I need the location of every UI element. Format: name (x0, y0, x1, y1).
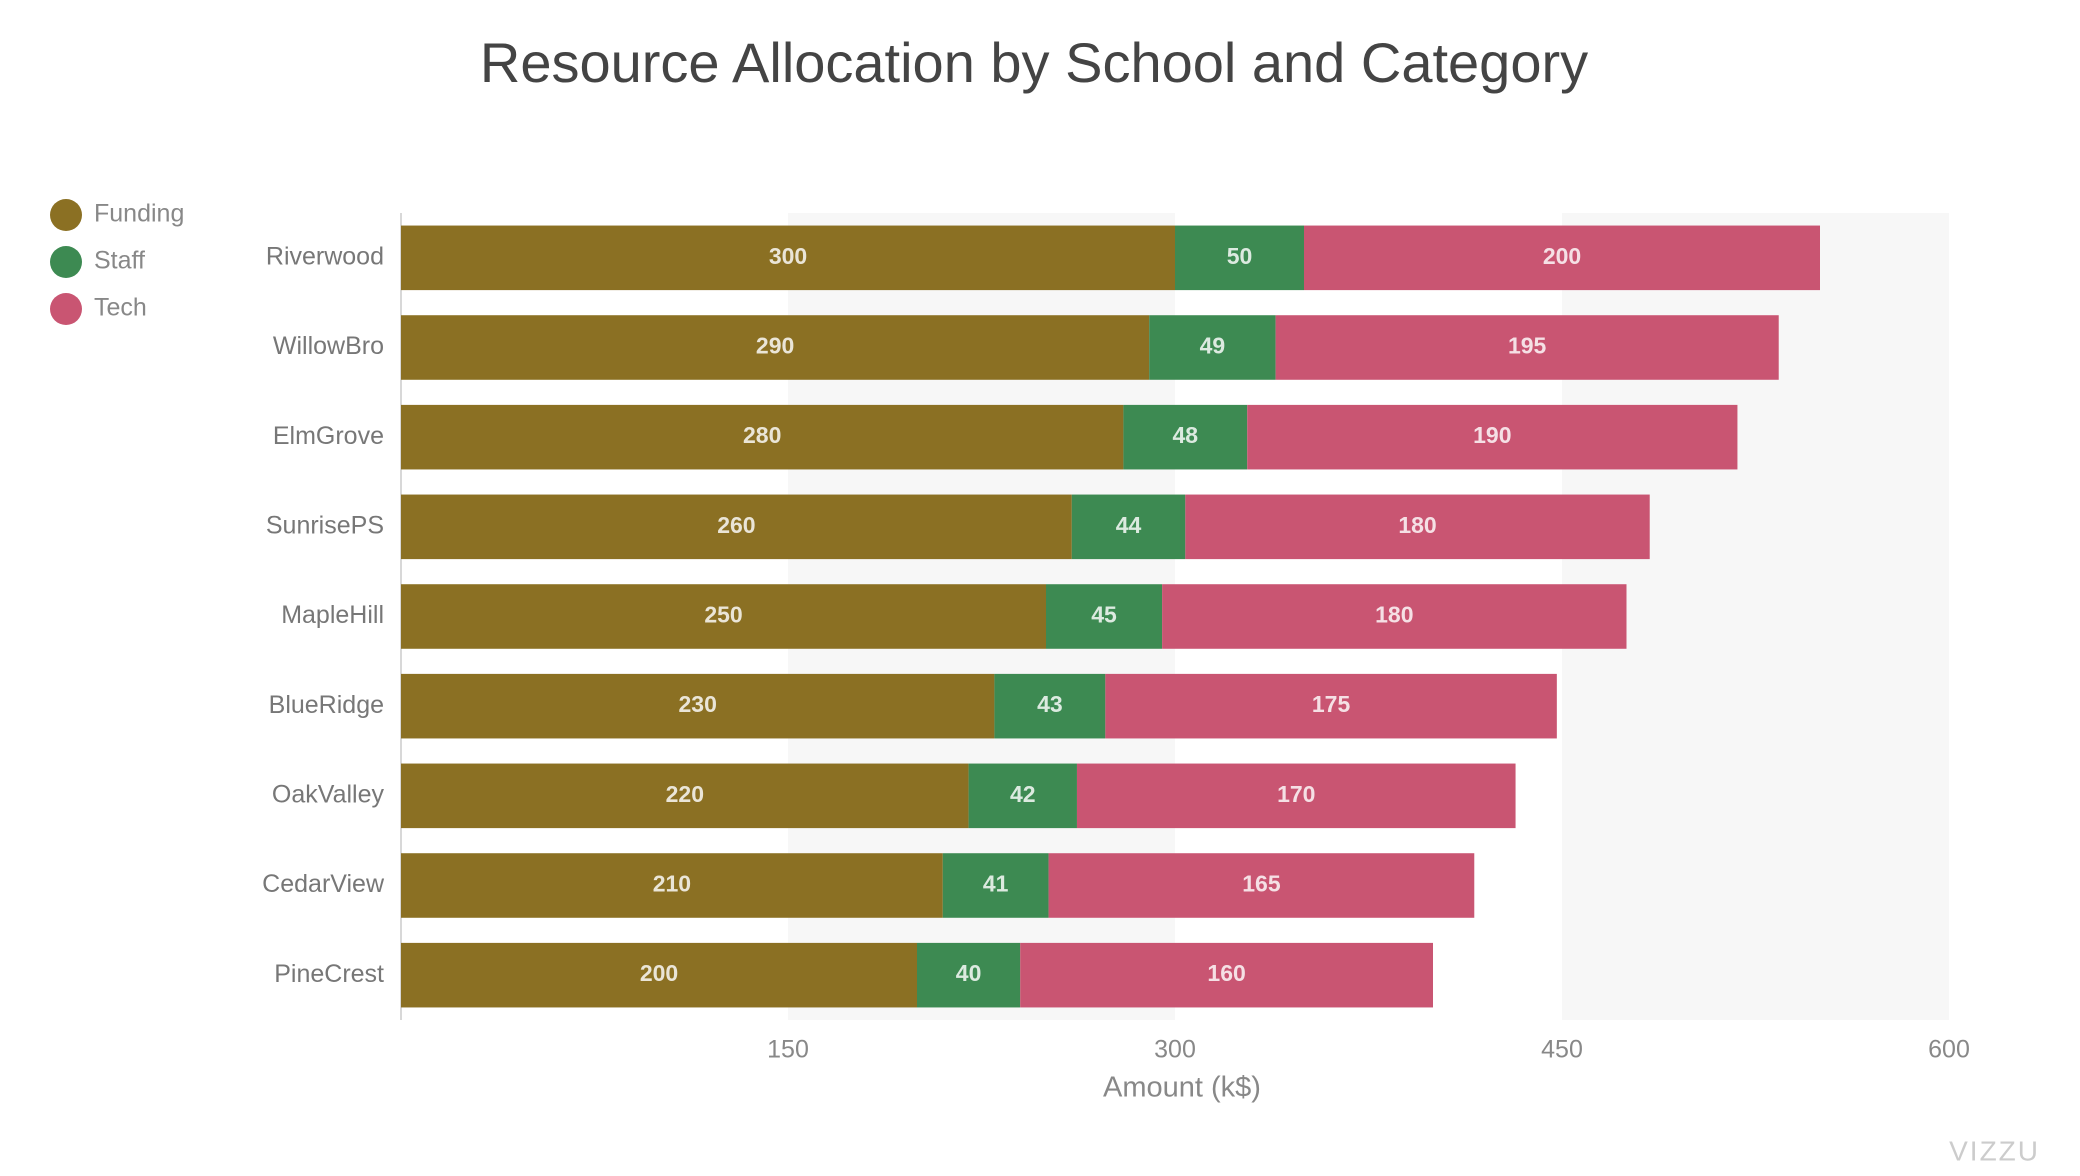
x-axis-label: Amount (k$) (1103, 1072, 1261, 1104)
legend-label: Staff (94, 247, 145, 275)
x-tick-label: 300 (1154, 1036, 1196, 1064)
bar-segment (401, 584, 1046, 649)
legend-label: Tech (94, 294, 147, 322)
data-label: 260 (717, 512, 755, 538)
data-label: 175 (1312, 691, 1351, 717)
y-tick-label: ElmGrove (273, 422, 384, 450)
bar-segment (1046, 584, 1163, 649)
data-label: 200 (640, 960, 678, 986)
bar-segment (994, 673, 1106, 739)
data-label: 300 (769, 243, 807, 269)
bar-segment (401, 763, 969, 829)
data-label: 210 (653, 871, 691, 897)
bar-segment (1304, 225, 1820, 291)
bar-segment (1149, 315, 1276, 380)
data-label: 40 (956, 960, 982, 986)
bar-segment (1105, 673, 1557, 739)
data-label: 230 (679, 691, 717, 717)
y-tick-label: WillowBro (273, 332, 384, 360)
y-tick-label: PineCrest (274, 960, 384, 988)
bar-segment (401, 673, 995, 739)
data-label: 41 (983, 871, 1009, 897)
data-label: 250 (704, 602, 742, 628)
bar-segment (401, 494, 1072, 560)
data-label: 49 (1200, 333, 1226, 359)
legend-marker (50, 246, 82, 278)
bar-segment (1275, 315, 1779, 380)
bar-segment (401, 942, 917, 1008)
data-label: 43 (1037, 691, 1063, 717)
bar-segment (1076, 763, 1516, 829)
data-label: 165 (1242, 871, 1281, 897)
bar-segment (1071, 494, 1186, 560)
bar-segment (942, 853, 1049, 918)
data-label: 195 (1508, 333, 1547, 359)
legend-label: Funding (94, 200, 184, 228)
data-label: 180 (1375, 602, 1413, 628)
y-tick-label: MapleHill (281, 601, 384, 629)
bar-segment (401, 315, 1150, 380)
y-tick-label: Riverwood (266, 242, 384, 270)
legend-marker (50, 199, 82, 231)
bar-segment (1162, 584, 1627, 649)
data-label: 44 (1116, 512, 1142, 538)
bar-segment (1048, 853, 1475, 918)
bar-segment (1185, 494, 1650, 560)
bar-segment (401, 225, 1175, 291)
y-tick-label: BlueRidge (269, 691, 384, 719)
bar-segment (1247, 404, 1738, 470)
data-label: 290 (756, 333, 794, 359)
data-label: 48 (1173, 422, 1199, 448)
bar-segment (968, 763, 1077, 829)
y-tick-label: CedarView (262, 870, 385, 898)
watermark: VIZZU (1949, 1135, 2040, 1166)
chart-title: Resource Allocation by School and Catego… (480, 31, 1588, 94)
x-tick-label: 450 (1541, 1036, 1583, 1064)
legend-marker (50, 293, 82, 325)
bar-segment (401, 853, 943, 918)
x-tick-label: 150 (767, 1036, 809, 1064)
data-label: 280 (743, 422, 781, 448)
data-label: 42 (1010, 781, 1036, 807)
y-tick-label: OakValley (272, 780, 385, 808)
data-label: 200 (1543, 243, 1581, 269)
bar-segment (1020, 942, 1433, 1008)
data-label: 50 (1227, 243, 1253, 269)
bar-segment (917, 942, 1021, 1008)
data-label: 190 (1473, 422, 1511, 448)
bar-segment (401, 404, 1124, 470)
data-label: 220 (666, 781, 704, 807)
y-tick-label: SunrisePS (266, 511, 384, 539)
data-label: 180 (1398, 512, 1436, 538)
x-tick-label: 600 (1928, 1036, 1970, 1064)
bar-segment (1175, 225, 1304, 291)
data-label: 45 (1091, 602, 1117, 628)
bar-segment (1123, 404, 1248, 470)
data-label: 160 (1207, 960, 1245, 986)
data-label: 170 (1277, 781, 1315, 807)
